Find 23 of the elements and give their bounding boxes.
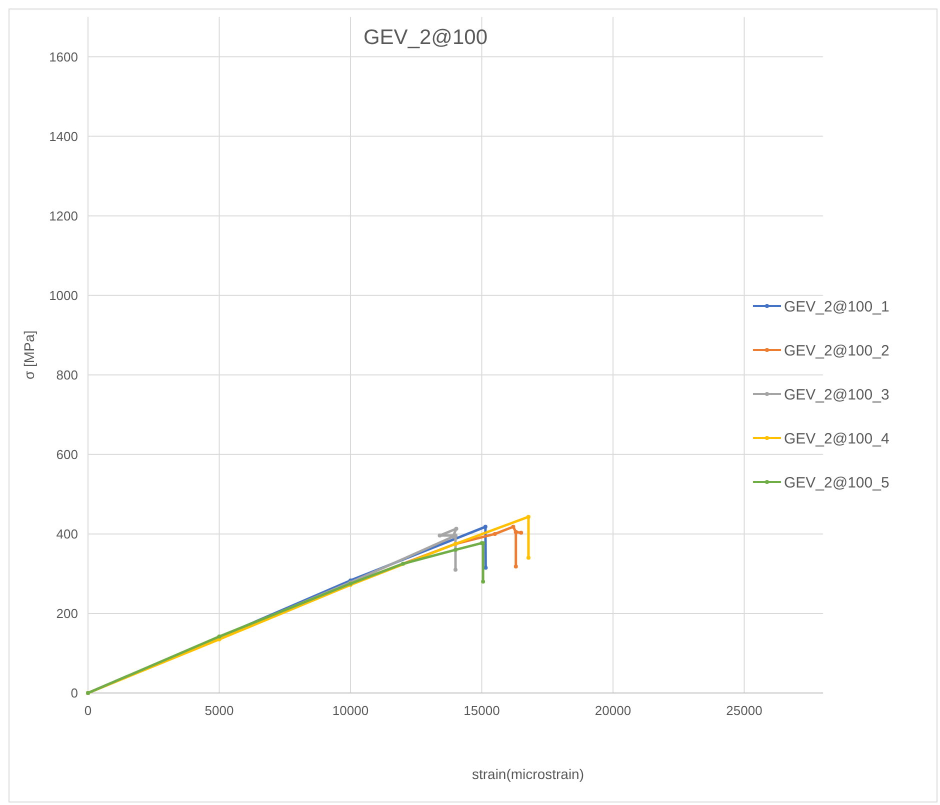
y-axis-title: σ [MPa] [21, 330, 37, 380]
y-tick-label: 400 [56, 526, 78, 542]
y-tick-label: 0 [70, 686, 78, 701]
legend-label: GEV_2@100_4 [784, 430, 890, 448]
x-tick-label: 5000 [204, 703, 234, 718]
legend-label: GEV_2@100_2 [784, 342, 890, 360]
legend-label: GEV_2@100_5 [784, 474, 890, 492]
x-tick-label: 15000 [464, 703, 500, 718]
y-tick-label: 1400 [49, 128, 78, 144]
x-tick-label: 0 [84, 703, 92, 718]
x-tick-label: 10000 [332, 703, 369, 718]
y-tick-label: 600 [56, 446, 78, 462]
legend-label: GEV_2@100_1 [784, 298, 890, 316]
y-tick-label: 1000 [49, 288, 78, 303]
legend-label: GEV_2@100_3 [784, 386, 890, 404]
x-tick-label: 25000 [726, 703, 762, 718]
y-tick-label: 200 [56, 606, 78, 622]
y-tick-label: 800 [56, 367, 78, 382]
chart-title: GEV_2@100 [363, 26, 488, 49]
y-tick-label: 1600 [49, 49, 78, 64]
x-tick-label: 20000 [594, 703, 632, 718]
y-tick-label: 1200 [49, 208, 78, 224]
x-axis-title: strain(microstrain) [472, 766, 584, 782]
